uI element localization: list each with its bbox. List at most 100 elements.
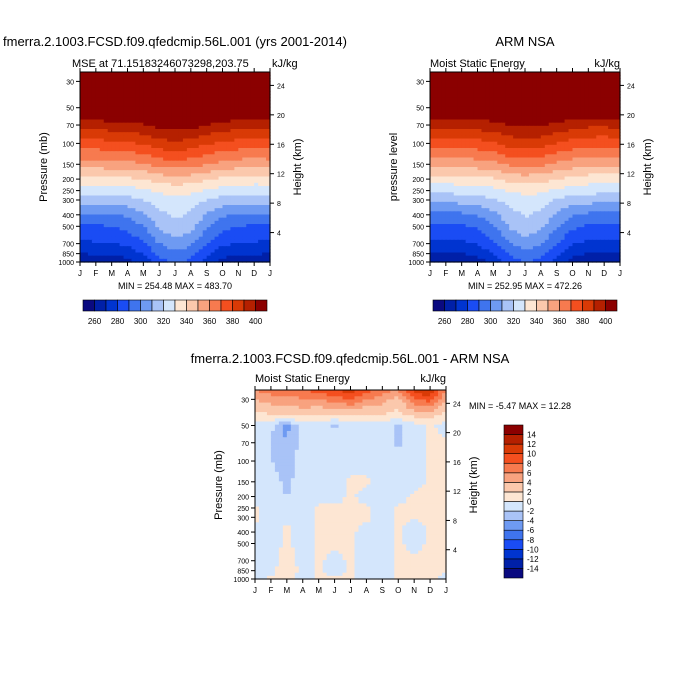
contour-cell: [493, 170, 498, 174]
contour-cell: [250, 110, 255, 114]
contour-cell: [186, 258, 192, 263]
contour-cell: [604, 75, 609, 79]
contour-cell: [616, 72, 621, 76]
contour-cell: [147, 157, 152, 162]
contour-cell: [226, 141, 232, 146]
contour-cell: [135, 163, 140, 168]
contour-cell: [262, 116, 267, 121]
contour-cell: [580, 170, 585, 174]
contour-cell: [163, 167, 168, 171]
contour-cell: [481, 167, 487, 171]
contour-cell: [202, 138, 208, 143]
contour-cell: [80, 243, 85, 247]
contour-cell: [127, 179, 133, 184]
contour-cell: [202, 78, 208, 83]
contour-cell: [107, 141, 113, 146]
contour-cell: [469, 81, 475, 86]
contour-cell: [584, 103, 589, 108]
contour-cell: [238, 186, 243, 190]
contour-cell: [437, 84, 443, 89]
contour-cell: [190, 246, 196, 250]
contour-cell: [83, 186, 89, 190]
contour-cell: [612, 113, 617, 117]
contour-cell: [87, 144, 93, 149]
contour-cell: [178, 208, 184, 212]
contour-cell: [457, 192, 463, 197]
contour-cell: [182, 189, 188, 193]
contour-cell: [528, 189, 534, 193]
contour-cell: [528, 75, 534, 79]
contour-cell: [473, 113, 479, 117]
contour-cell: [143, 119, 148, 124]
contour-cell: [194, 217, 200, 222]
contour-cell: [481, 132, 487, 136]
contour-cell: [246, 122, 251, 127]
contour-cell: [206, 195, 212, 200]
contour-cell: [238, 157, 243, 162]
contour-cell: [119, 81, 125, 86]
contour-cell: [127, 236, 133, 241]
contour-cell: [465, 141, 471, 146]
contour-cell: [616, 129, 621, 133]
contour-cell: [457, 138, 463, 143]
contour-cell: [210, 141, 216, 146]
contour-cell: [517, 91, 522, 95]
contour-cell: [147, 75, 152, 79]
contour-cell: [222, 176, 228, 181]
contour-cell: [206, 78, 212, 83]
contour-cell: [430, 186, 435, 190]
contour-cell: [226, 236, 232, 241]
contour-cell: [560, 132, 566, 136]
contour-cell: [147, 154, 152, 159]
contour-cell: [616, 110, 621, 114]
contour-cell: [517, 119, 522, 124]
contour-cell: [242, 176, 247, 181]
contour-cell: [218, 243, 224, 247]
contour-cell: [556, 189, 562, 193]
contour-cell: [218, 81, 224, 86]
contour-cell: [182, 125, 188, 130]
contour-cell: [175, 81, 180, 86]
contour-cell: [528, 97, 534, 102]
contour-cell: [584, 132, 589, 136]
contour-cell: [564, 78, 570, 83]
contour-cell: [103, 252, 109, 257]
contour-cell: [202, 249, 208, 254]
contour-cell: [544, 176, 550, 181]
contour-cell: [202, 132, 208, 136]
contour-cell: [509, 97, 514, 102]
contour-cell: [544, 167, 550, 171]
contour-cell: [163, 236, 168, 241]
contour-cell: [119, 154, 125, 159]
colorbar-label: 360: [203, 317, 217, 326]
contour-cell: [517, 192, 522, 197]
contour-cell: [497, 116, 502, 121]
contour-cell: [532, 173, 538, 178]
contour-cell: [501, 157, 506, 162]
contour-cell: [190, 84, 196, 89]
contour-cell: [91, 148, 97, 152]
contour-cell: [119, 122, 125, 127]
contour-cell: [230, 129, 235, 133]
contour-cell: [433, 186, 439, 190]
contour-cell: [155, 100, 160, 105]
contour-cell: [202, 211, 208, 216]
contour-cell: [135, 122, 140, 127]
contour-cell: [171, 230, 176, 235]
contour-cell: [258, 125, 263, 130]
contour-cell: [167, 116, 172, 121]
contour-cell: [493, 144, 498, 149]
contour-cell: [580, 198, 585, 203]
contour-cell: [242, 110, 247, 114]
contour-cell: [449, 113, 455, 117]
contour-cell: [119, 255, 125, 260]
contour-cell: [461, 151, 467, 155]
contour-cell: [83, 116, 89, 121]
contour-cell: [182, 151, 188, 155]
left-title: Moist Static Energy: [430, 58, 525, 70]
contour-cell: [80, 72, 85, 76]
contour-cell: [234, 182, 239, 187]
contour-cell: [564, 97, 570, 102]
contour-cell: [178, 233, 184, 238]
contour-cell: [131, 208, 137, 212]
